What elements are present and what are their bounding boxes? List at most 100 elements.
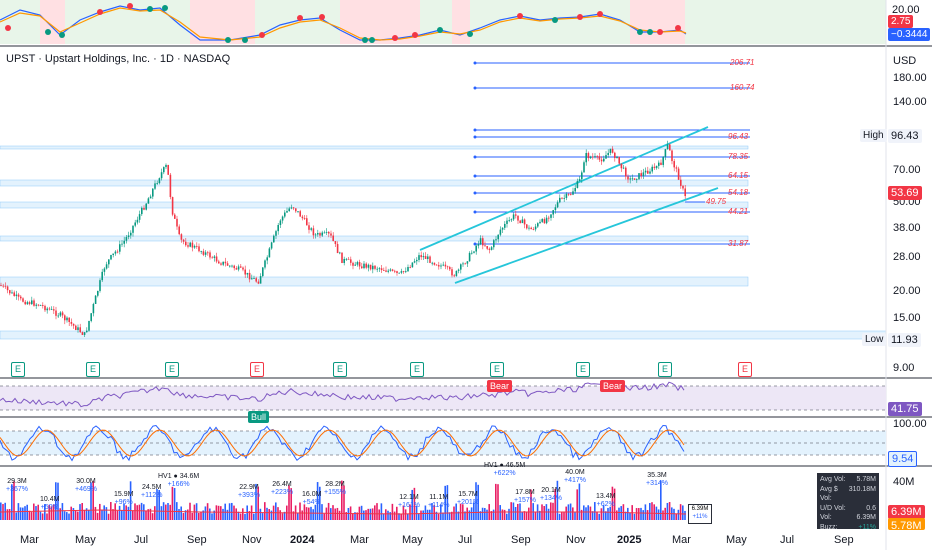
candle-body: [427, 256, 429, 260]
candle-body: [2, 285, 4, 287]
volume-bar: [132, 510, 134, 520]
earnings-marker[interactable]: E: [658, 362, 672, 377]
candle-body: [482, 238, 484, 246]
last-volume-box: 6.39M +11%: [688, 504, 712, 524]
candle-body: [218, 261, 220, 264]
candle-body: [422, 256, 425, 258]
volume-bar: [523, 511, 526, 520]
fib-level-label: 206.71: [730, 58, 755, 67]
volume-bar: [640, 507, 642, 520]
volume-spike-label: 15.7M +201%: [457, 491, 479, 507]
volume-bar: [13, 481, 15, 520]
volume-bar: [598, 513, 600, 520]
volume-bar: [55, 482, 57, 520]
candle-body: [196, 245, 198, 247]
volume-bar: [385, 509, 387, 520]
volume-spike-label: 16.0M +54%: [302, 491, 321, 507]
volume-bar: [242, 508, 244, 520]
volume-spike-label: HV1 ● 34.6M +166%: [158, 473, 199, 489]
earnings-marker[interactable]: E: [250, 362, 264, 377]
volume-bar: [576, 489, 578, 520]
fib-level-label: 64.15: [728, 171, 749, 180]
candle-body: [620, 163, 623, 169]
candle-body: [20, 296, 22, 299]
candle-body: [532, 229, 535, 230]
candle-body: [352, 262, 354, 266]
candle-body: [596, 156, 598, 157]
candle-body: [396, 271, 398, 273]
candle-body: [141, 207, 143, 215]
candle-body: [526, 224, 528, 229]
last-volume-value: 6.39M: [691, 506, 709, 512]
candle-body: [537, 223, 539, 227]
earnings-marker[interactable]: E: [86, 362, 100, 377]
candle-body: [66, 317, 68, 321]
candle-body: [567, 193, 570, 195]
earnings-marker[interactable]: E: [11, 362, 25, 377]
volume-bar: [481, 507, 484, 520]
earnings-marker[interactable]: E: [410, 362, 424, 377]
candle-body: [343, 258, 345, 263]
volume-spike-label: 13.4M +62%: [596, 493, 615, 509]
candle-body: [231, 265, 233, 267]
volume-bar: [88, 509, 90, 520]
volume-bar: [437, 513, 440, 520]
candle-body: [611, 148, 614, 153]
volume-spike-value: 30.0M: [76, 478, 96, 485]
volume-spike-label: 22.9M +393%: [238, 484, 260, 500]
earnings-marker[interactable]: E: [576, 362, 590, 377]
earnings-marker[interactable]: E: [333, 362, 347, 377]
time-axis-label: Sep: [511, 534, 531, 546]
volume-bar: [530, 489, 532, 520]
volume-bar: [490, 511, 493, 520]
candle-body: [149, 196, 152, 199]
volume-spike-value: 28.2M: [325, 481, 345, 488]
earnings-marker[interactable]: E: [490, 362, 504, 377]
volume-bar: [24, 506, 26, 520]
stat-key: Vol:: [820, 514, 832, 521]
candle-body: [24, 301, 26, 305]
volume-bar: [94, 506, 97, 520]
volume-bar: [600, 508, 603, 520]
volume-bar: [290, 488, 292, 520]
candle-body: [347, 258, 350, 260]
candle-body: [39, 305, 42, 306]
volume-bar: [486, 509, 488, 520]
candle-body: [301, 216, 304, 219]
candle-body: [209, 252, 211, 258]
volume-bar: [558, 513, 561, 520]
candle-body: [288, 208, 290, 212]
candle-body: [116, 251, 119, 253]
candle-body: [286, 211, 288, 213]
volume-stats-box: Avg Vol: 5.78M Avg $ Vol: 310.18M U/D Vol:…: [817, 473, 879, 531]
volume-bar: [589, 506, 592, 520]
volume-bar: [145, 510, 147, 520]
volume-bar: [63, 511, 66, 520]
candle-body: [497, 234, 499, 240]
candle-body: [424, 256, 427, 260]
volume-bar: [237, 511, 240, 520]
candle-body: [292, 207, 295, 209]
candle-body: [125, 237, 128, 241]
candle-body: [592, 156, 594, 158]
candle-body: [440, 265, 442, 267]
earnings-marker[interactable]: E: [738, 362, 752, 377]
volume-bar: [46, 513, 48, 520]
candle-body: [493, 240, 495, 248]
price-axis-label: 9.00: [893, 362, 915, 374]
price-pane: [0, 61, 887, 340]
candle-body: [226, 263, 229, 266]
signal-dot: [242, 37, 248, 43]
candle-body: [332, 235, 334, 242]
earnings-marker[interactable]: E: [165, 362, 179, 377]
volume-bar: [424, 505, 427, 520]
candle-body: [598, 156, 601, 160]
volume-bar: [79, 504, 81, 520]
time-axis-label: Sep: [834, 534, 854, 546]
volume-bar: [620, 506, 622, 520]
avg-volume-tag: 5.78M: [888, 518, 925, 530]
time-axis-label: Mar: [350, 534, 369, 546]
volume-pane: [0, 480, 687, 520]
candle-body: [321, 232, 323, 236]
